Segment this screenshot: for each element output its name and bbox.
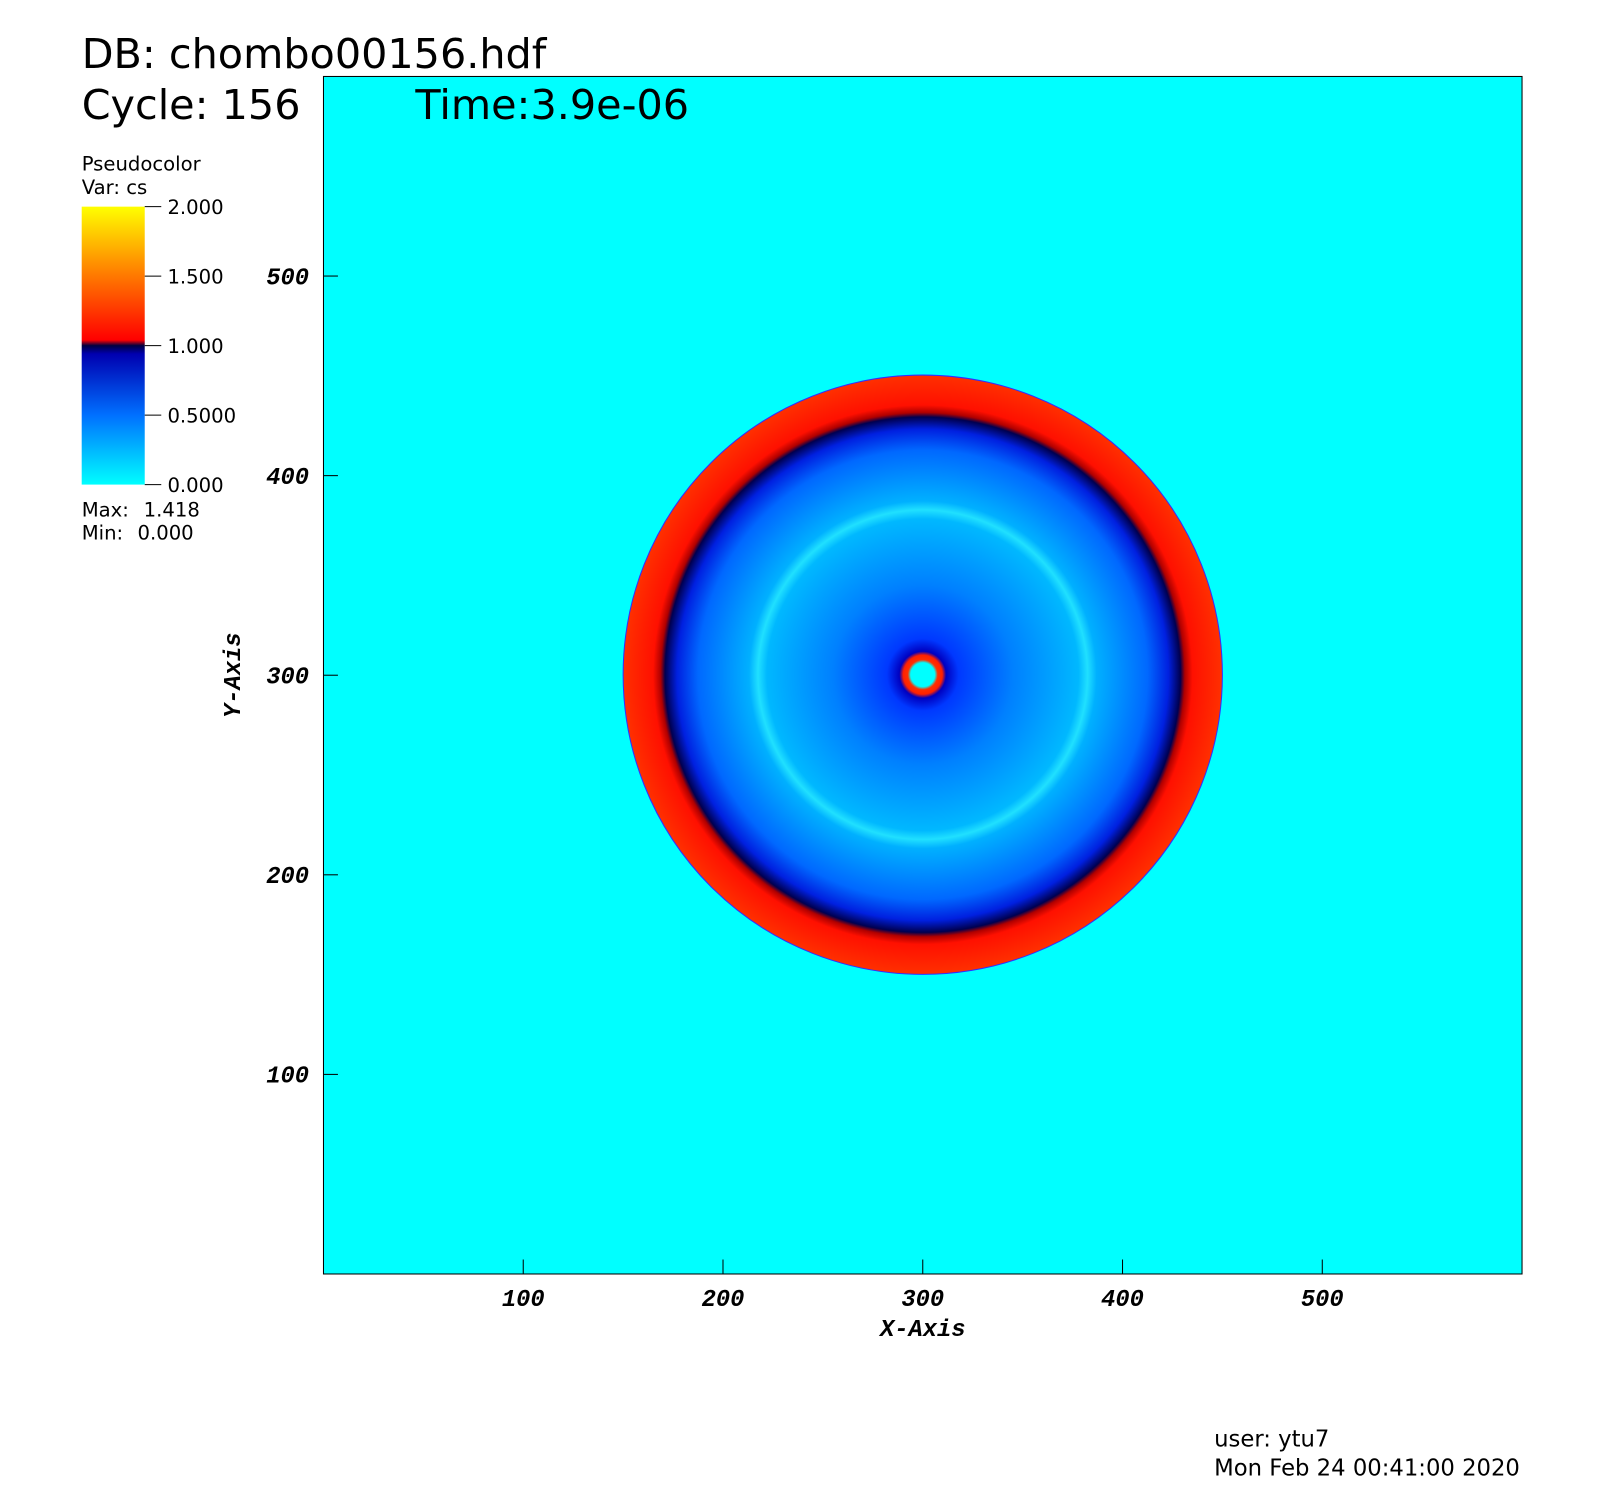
x-tick-label: 300 — [901, 1287, 944, 1314]
title-cycle: Cycle: 156 — [82, 81, 301, 129]
legend-min-label: Min: — [82, 521, 123, 544]
title-time: Time:3.9e-06 — [414, 81, 689, 129]
legend-max-label: Max: — [82, 499, 129, 522]
footer-user: user: ytu7 — [1214, 1427, 1329, 1453]
y-tick-label: 100 — [266, 1064, 309, 1091]
y-tick-label: 500 — [266, 265, 309, 292]
y-tick-label: 300 — [266, 664, 309, 691]
colorbar-tick-label: 0.000 — [167, 474, 223, 497]
x-axis-label: X-Axis — [878, 1317, 966, 1344]
field-region — [622, 374, 1223, 975]
colorbar-tick-label: 0.5000 — [167, 404, 236, 427]
legend-max-value: 1.418 — [144, 499, 200, 522]
x-tick-label: 400 — [1101, 1287, 1144, 1314]
y-tick-label: 200 — [266, 864, 309, 891]
y-axis-label: Y-Axis — [221, 632, 248, 718]
colorbar-tick-label: 1.500 — [167, 265, 223, 288]
x-tick-label: 500 — [1301, 1287, 1344, 1314]
colorbar-tick-label: 2.000 — [167, 196, 223, 219]
colorbar — [81, 206, 145, 485]
colorbar-tick-label: 1.000 — [167, 335, 223, 358]
legend-variable: Var: cs — [82, 176, 148, 199]
x-tick-label: 100 — [502, 1287, 545, 1314]
title-db: DB: chombo00156.hdf — [82, 30, 548, 78]
legend-min-value: 0.000 — [137, 521, 193, 544]
legend-plot: Pseudocolor — [82, 152, 202, 175]
footer-date: Mon Feb 24 00:41:00 2020 — [1214, 1455, 1520, 1481]
y-tick-label: 400 — [266, 465, 309, 492]
x-tick-label: 200 — [702, 1287, 745, 1314]
